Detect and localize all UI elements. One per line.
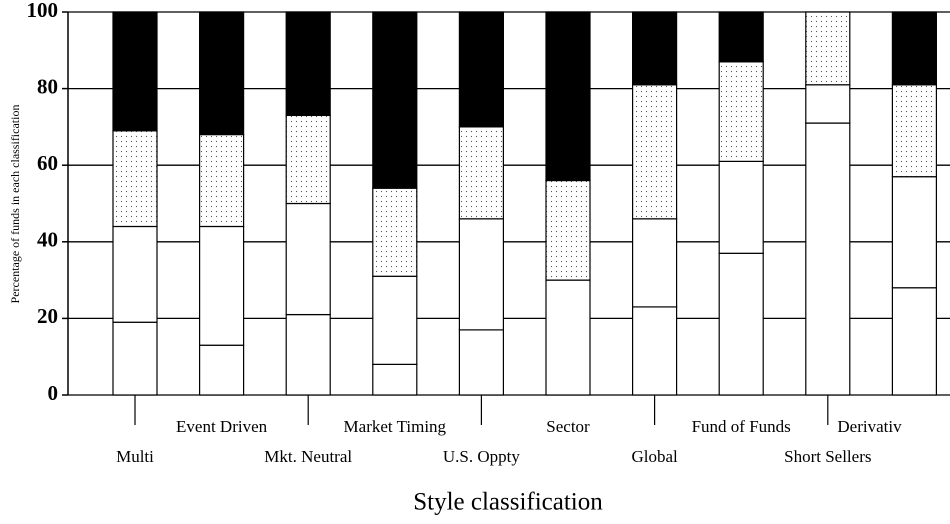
bar-segment — [891, 11, 938, 86]
bar-segment — [891, 176, 938, 289]
bar-segment — [112, 11, 158, 132]
bar-segment — [199, 225, 245, 346]
y-tick-label: 60 — [37, 151, 58, 175]
bar-segment — [458, 218, 504, 331]
bar-segment — [805, 122, 851, 396]
bar-segment — [372, 363, 418, 396]
bar-segment — [718, 61, 764, 162]
x-axis-label: Style classification — [413, 489, 603, 516]
bar-segment — [199, 344, 245, 396]
bar-segment — [545, 11, 591, 182]
y-tick-label: 40 — [37, 228, 58, 252]
bar-segment — [199, 11, 245, 136]
y-tick-label: 100 — [27, 0, 59, 22]
x-tick-label: Global — [631, 447, 678, 466]
bar-segment — [631, 306, 678, 396]
bar-segment — [372, 187, 418, 277]
bar-segment — [458, 329, 504, 396]
bar-segment — [112, 130, 158, 228]
bar-segment — [891, 287, 938, 396]
bar-segment — [805, 11, 851, 86]
x-tick-label: U.S. Oppty — [443, 447, 520, 466]
bar-segment — [285, 114, 331, 205]
bar-segment — [805, 84, 851, 124]
x-tick-label: Multi — [116, 447, 154, 466]
x-tick-label: Sector — [546, 417, 590, 436]
bar-segment — [285, 313, 331, 396]
bar-segment — [718, 11, 764, 63]
bar-segment — [545, 279, 591, 396]
bar-segment — [112, 321, 158, 396]
bar-segment — [458, 11, 504, 128]
x-tick-label: Derivativ — [837, 417, 902, 436]
y-tick-label: 0 — [48, 381, 59, 405]
bar-segment — [545, 179, 591, 281]
bar-segment — [631, 218, 678, 308]
x-tick-label: Fund of Funds — [692, 417, 791, 436]
x-tick-label: Mkt. Neutral — [264, 447, 352, 466]
bar-segment — [458, 126, 504, 220]
bar-segment — [718, 252, 764, 396]
bar-segment — [372, 11, 418, 189]
y-axis-label: Percentage of funds in each classificati… — [8, 105, 22, 304]
bar-segment — [631, 11, 678, 86]
bar-segment — [285, 202, 331, 316]
bar-segment — [891, 84, 938, 178]
bar-segment — [631, 84, 678, 220]
bar-segment — [199, 133, 245, 228]
y-tick-label: 80 — [37, 74, 58, 98]
x-tick-label: Event Driven — [176, 417, 268, 436]
bar-segment — [112, 225, 158, 323]
bar-segment — [285, 11, 331, 117]
x-tick-label: Short Sellers — [784, 447, 871, 466]
y-tick-label: 20 — [37, 304, 58, 328]
bar-segment — [718, 160, 764, 254]
bar-segment — [372, 275, 418, 365]
x-tick-label: Market Timing — [344, 417, 447, 436]
